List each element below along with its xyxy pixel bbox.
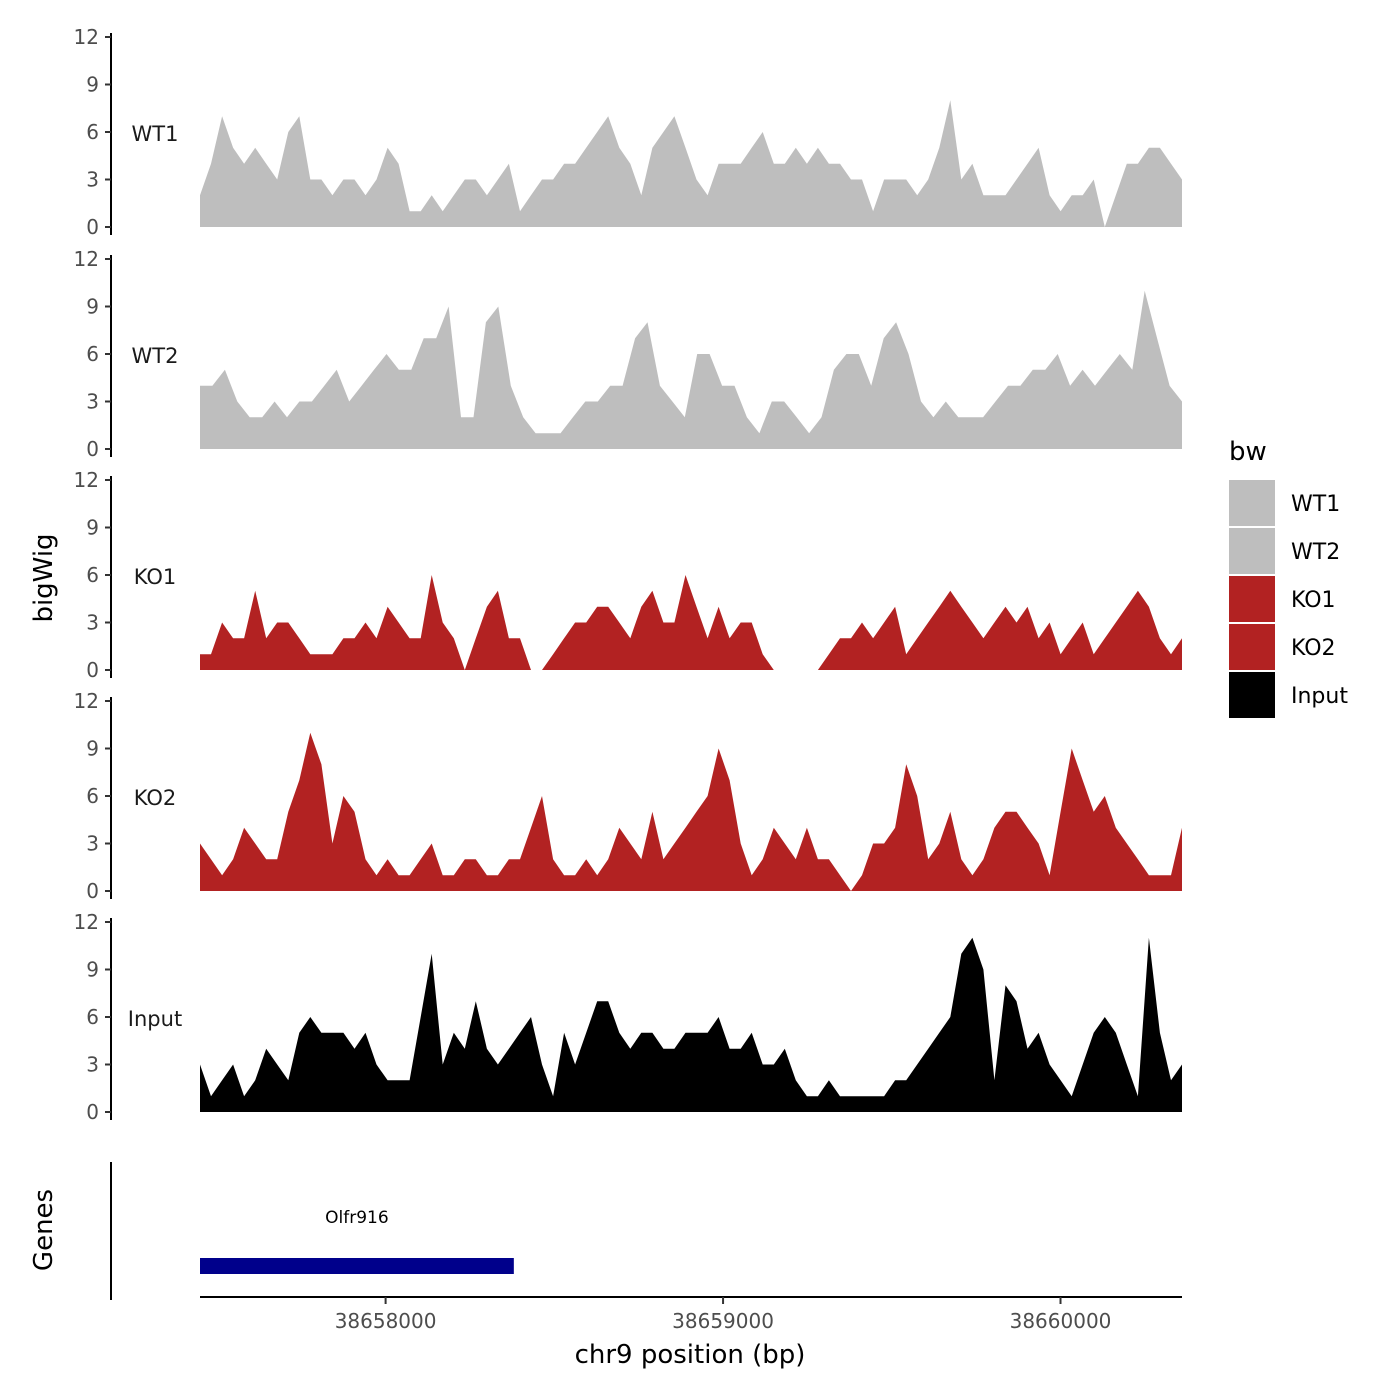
y-tick-label: 12	[74, 689, 99, 713]
track-label: WT1	[132, 122, 179, 146]
y-tick-label: 0	[86, 215, 99, 239]
y-tick-label: 6	[86, 342, 99, 366]
area-ko1	[200, 575, 1182, 670]
y-axis-title: bigWig	[29, 533, 59, 622]
y-tick-label: 9	[86, 958, 99, 982]
x-tick-label: 38658000	[335, 1309, 437, 1333]
genes-panel: Olfr916	[110, 1162, 514, 1300]
x-ticks: 38658000 38659000 38660000	[335, 1297, 1112, 1333]
x-axis-title: chr9 position (bp)	[575, 1340, 806, 1370]
y-tick-label: 12	[74, 25, 99, 49]
track-ko2: 0 3 6 9 12 KO2	[74, 689, 1182, 903]
x-axis: 38658000 38659000 38660000	[200, 1296, 1182, 1333]
y-tick-label: 0	[86, 437, 99, 461]
track-ko1: 0 3 6 9 12 KO1	[74, 468, 1182, 682]
area-wt1	[200, 100, 1182, 227]
y-tick-label: 3	[86, 611, 99, 635]
y-tick-label: 12	[74, 247, 99, 271]
x-tick-label: 38659000	[672, 1309, 774, 1333]
x-tick-label: 38660000	[1010, 1309, 1112, 1333]
y-tick-label: 12	[74, 468, 99, 492]
y-tick-label: 12	[74, 910, 99, 934]
y-tick-label: 6	[86, 563, 99, 587]
y-tick-label: 9	[86, 737, 99, 761]
area-wt2	[200, 290, 1182, 449]
legend-key-wt1	[1229, 480, 1275, 526]
genes-axis-title: Genes	[29, 1189, 59, 1271]
legend-key-ko1	[1229, 576, 1275, 622]
track-label: KO1	[134, 565, 177, 589]
legend-key-input	[1229, 672, 1275, 718]
y-tick-label: 9	[86, 295, 99, 319]
legend-label: WT1	[1291, 492, 1340, 517]
tracks-group: 0 3 6 9 12 WT1 0 3 6 9 12 WT2 0 3 6 9 12 KO1 0 3 6 9 12 KO2 0 3 6 9…	[74, 25, 1182, 1124]
gene-bar	[200, 1258, 514, 1274]
y-tick-label: 0	[86, 658, 99, 682]
gene-features: Olfr916	[200, 1208, 514, 1274]
area-input	[200, 937, 1182, 1112]
track-wt1: 0 3 6 9 12 WT1	[74, 25, 1182, 239]
y-tick-label: 9	[86, 516, 99, 540]
y-tick-label: 3	[86, 832, 99, 856]
y-tick-label: 3	[86, 168, 99, 192]
y-tick-label: 0	[86, 1100, 99, 1124]
legend-label: KO2	[1291, 636, 1336, 661]
area-ko2	[200, 732, 1182, 891]
track-input: 0 3 6 9 12 Input	[74, 910, 1182, 1124]
y-tick-label: 3	[86, 390, 99, 414]
legend-key-ko2	[1229, 624, 1275, 670]
gene-label: Olfr916	[325, 1208, 389, 1228]
y-tick-label: 0	[86, 879, 99, 903]
legend: bw WT1 WT2 KO1 KO2 Input	[1229, 437, 1348, 718]
legend-label: WT2	[1291, 540, 1340, 565]
y-tick-label: 6	[86, 784, 99, 808]
track-wt2: 0 3 6 9 12 WT2	[74, 247, 1182, 461]
y-tick-label: 3	[86, 1053, 99, 1077]
y-tick-label: 9	[86, 73, 99, 97]
legend-items: WT1 WT2 KO1 KO2 Input	[1229, 480, 1348, 718]
legend-key-wt2	[1229, 528, 1275, 574]
track-label: Input	[128, 1007, 182, 1031]
legend-label: KO1	[1291, 588, 1336, 613]
y-tick-label: 6	[86, 120, 99, 144]
legend-label: Input	[1291, 684, 1348, 709]
track-label: WT2	[132, 344, 179, 368]
y-tick-label: 6	[86, 1005, 99, 1029]
legend-title: bw	[1229, 437, 1267, 467]
track-label: KO2	[134, 786, 177, 810]
